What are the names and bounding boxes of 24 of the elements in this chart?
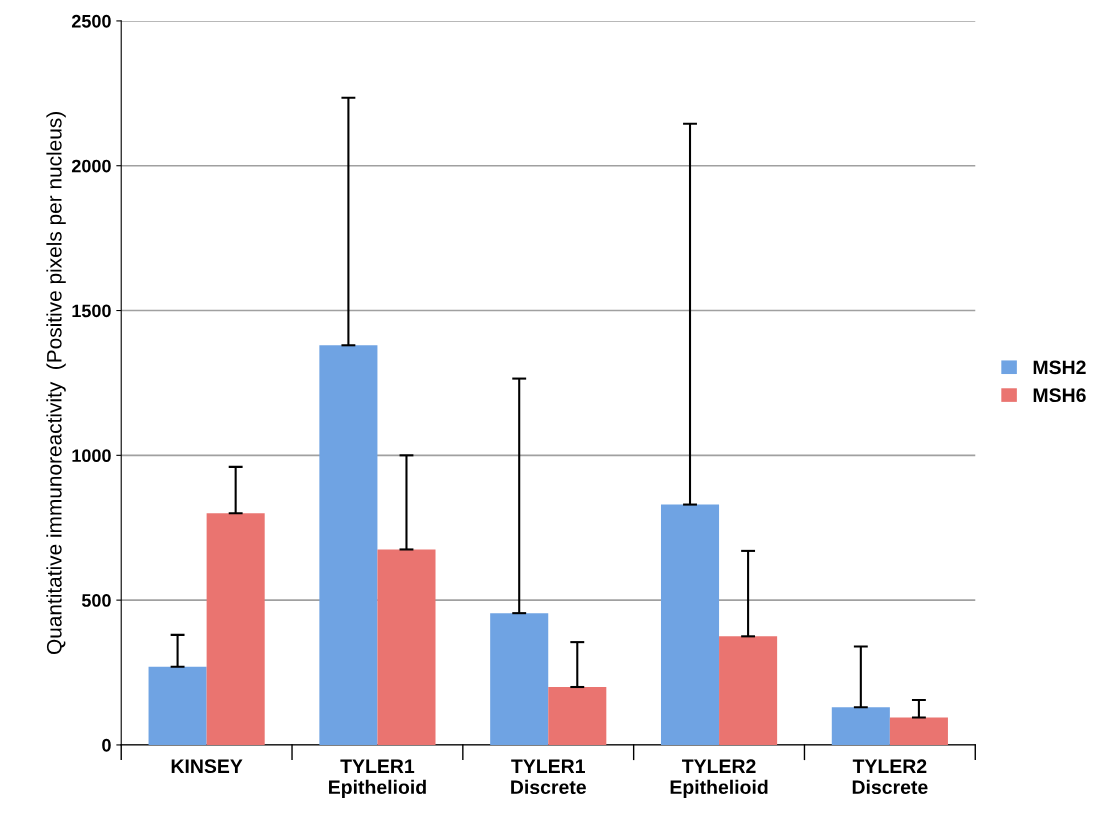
bar: [660, 504, 720, 745]
legend-label: MSH6: [1033, 388, 1086, 403]
bar: [719, 636, 778, 745]
y-axis-title: Quantitative immunoreactivity (Positive pixels per nucleus): [46, 112, 66, 655]
x-tick-label: KINSEY: [171, 759, 243, 774]
bar: [206, 513, 265, 745]
bar: [889, 717, 948, 745]
x-tick-label: TYLER2 Discrete: [852, 759, 928, 795]
legend-label: MSH2: [1033, 360, 1086, 375]
y-tick-label: 2000: [71, 159, 111, 173]
y-tick-label: 500: [81, 594, 111, 607]
bar: [148, 666, 207, 745]
y-tick-label: 2500: [71, 14, 111, 28]
x-tick-label: TYLER1 Epithelioid: [329, 759, 426, 798]
y-tick-label: 1500: [72, 304, 111, 318]
bar: [490, 613, 549, 745]
x-tick-label: TYLER2 Epithelioid: [670, 759, 768, 798]
y-tick-label: 0: [102, 738, 111, 752]
x-tick-label: TYLER1 Discrete: [511, 759, 586, 795]
bar: [377, 549, 436, 745]
bar: [548, 687, 607, 745]
bar: [831, 707, 890, 745]
bar: [319, 345, 378, 745]
y-tick-label: 1000: [72, 449, 111, 463]
